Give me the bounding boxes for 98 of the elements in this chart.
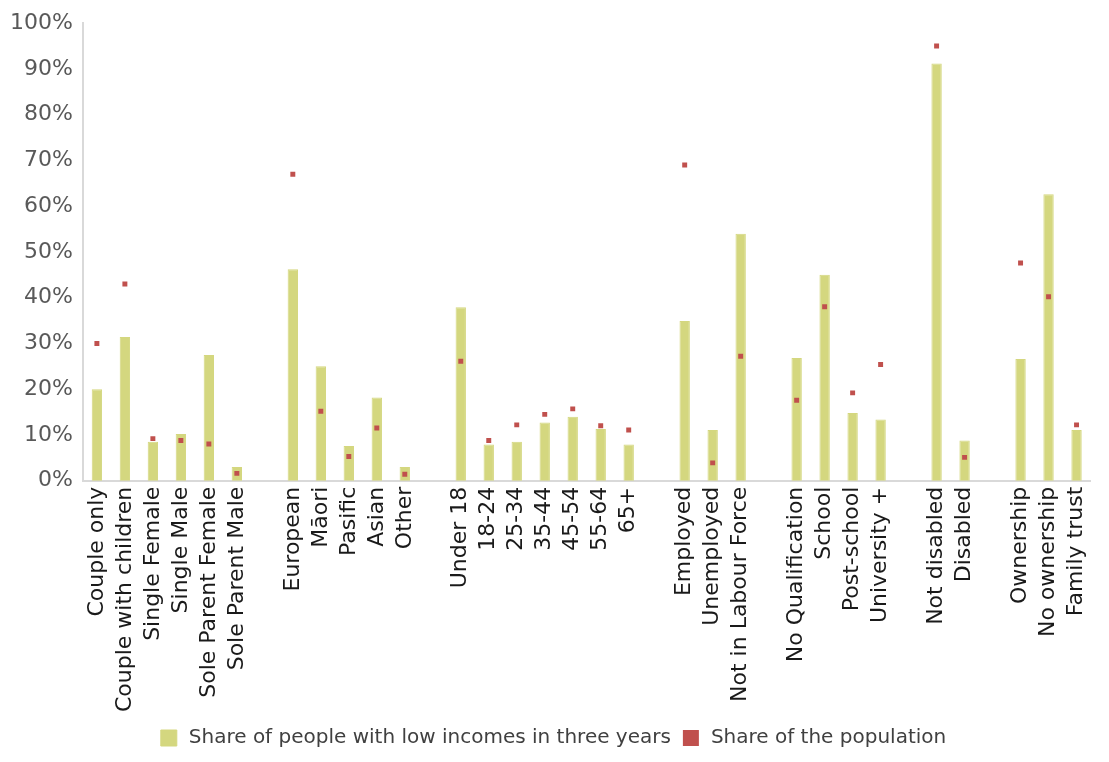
point: [1018, 260, 1024, 266]
point: [290, 171, 296, 177]
bar: [567, 416, 578, 481]
x-tick-label: Employed: [670, 486, 696, 597]
x-tick-label: Single Female: [138, 486, 164, 641]
y-tick-label: 100%: [9, 8, 73, 34]
x-tick-label: Family trust: [1062, 486, 1088, 617]
legend-label: Share of the population: [710, 724, 947, 749]
bar: [119, 337, 131, 481]
bar: [931, 63, 942, 481]
x-tick-label: Ownership: [1006, 486, 1032, 605]
bar: [595, 429, 606, 481]
point: [318, 408, 324, 414]
bar: [623, 444, 634, 481]
y-tick-label: 20%: [23, 374, 73, 400]
bar: [539, 422, 550, 481]
x-tick-label: European: [278, 486, 304, 592]
point: [206, 441, 212, 447]
point: [962, 454, 968, 460]
point: [542, 411, 548, 417]
point: [934, 43, 940, 49]
point: [738, 353, 744, 359]
x-tick-label: 35-44: [530, 486, 556, 551]
bar: [203, 354, 215, 481]
point: [1046, 294, 1052, 300]
x-tick-label: Asian: [362, 486, 388, 547]
point: [1074, 422, 1080, 428]
bar: [175, 434, 187, 481]
x-tick-label: Sole Parent Male: [222, 486, 248, 671]
y-tick-label: 30%: [23, 329, 73, 355]
point: [374, 425, 380, 431]
x-tick-label: Under 18: [446, 486, 472, 589]
x-tick-label: Pasific: [334, 486, 360, 556]
point: [822, 304, 828, 310]
point: [710, 460, 716, 466]
x-tick-label: 25-34: [502, 486, 528, 551]
x-tick-label: Couple with children: [110, 486, 136, 713]
point: [346, 453, 352, 459]
x-tick-label: 55-64: [586, 486, 612, 551]
x-tick-label: Post-school: [838, 486, 864, 612]
x-tick-label: Other: [390, 485, 416, 550]
legend-label: Share of people with low incomes in three years: [188, 724, 671, 749]
x-tick-label: University +: [866, 486, 892, 624]
bar: [1043, 194, 1054, 481]
point: [598, 423, 604, 429]
bar: [455, 307, 466, 481]
y-tick-label: 60%: [23, 191, 73, 217]
y-tick-label: 90%: [23, 54, 73, 80]
point: [794, 397, 800, 403]
x-tick-label: Disabled: [950, 486, 976, 583]
x-tick-label: Couple only: [82, 486, 108, 617]
bar: [287, 269, 298, 481]
bar: [1015, 359, 1026, 481]
point: [570, 406, 576, 412]
bar: [679, 321, 690, 481]
x-tick-label: Māori: [306, 486, 332, 548]
bar: [959, 440, 970, 481]
point: [150, 436, 156, 442]
y-tick-label: 80%: [23, 100, 73, 126]
x-tick-label: Single Male: [166, 486, 192, 614]
bar: [707, 429, 718, 481]
point: [122, 281, 128, 287]
y-tick-label: 10%: [23, 420, 73, 446]
x-tick-label: Not in Labour Force: [726, 486, 752, 702]
point: [178, 437, 184, 443]
x-tick-label: No ownership: [1034, 486, 1060, 638]
x-tick-label: Unemployed: [698, 486, 724, 626]
x-tick-label: 65+: [614, 486, 640, 534]
x-tick-label: No Qualification: [782, 486, 808, 663]
point: [878, 362, 884, 367]
y-tick-label: 70%: [23, 146, 73, 172]
point: [514, 422, 520, 428]
bar: [483, 444, 494, 481]
point: [850, 390, 856, 396]
bar: [511, 441, 522, 481]
bar: [875, 419, 886, 481]
bar: [847, 412, 858, 481]
point: [458, 358, 464, 364]
y-tick-label: 40%: [23, 283, 73, 309]
x-tick-label: Not disabled: [922, 486, 948, 625]
x-tick-label: 18-24: [474, 486, 500, 551]
bar: [147, 441, 159, 481]
bar: [371, 397, 382, 481]
bar: [315, 366, 326, 481]
bar: [791, 358, 802, 481]
bar: [735, 233, 746, 481]
bar: [343, 445, 354, 481]
point: [486, 437, 492, 443]
x-tick-label: 45-54: [558, 486, 584, 551]
bar: [819, 274, 830, 481]
y-tick-label: 50%: [23, 237, 73, 263]
x-tick-label: School: [810, 486, 836, 560]
bar: [1071, 429, 1082, 481]
point: [626, 427, 632, 433]
x-tick-label: Sole Parent Female: [194, 486, 220, 698]
y-tick-label: 0%: [37, 466, 73, 492]
point: [94, 340, 100, 346]
bar: [91, 389, 103, 481]
